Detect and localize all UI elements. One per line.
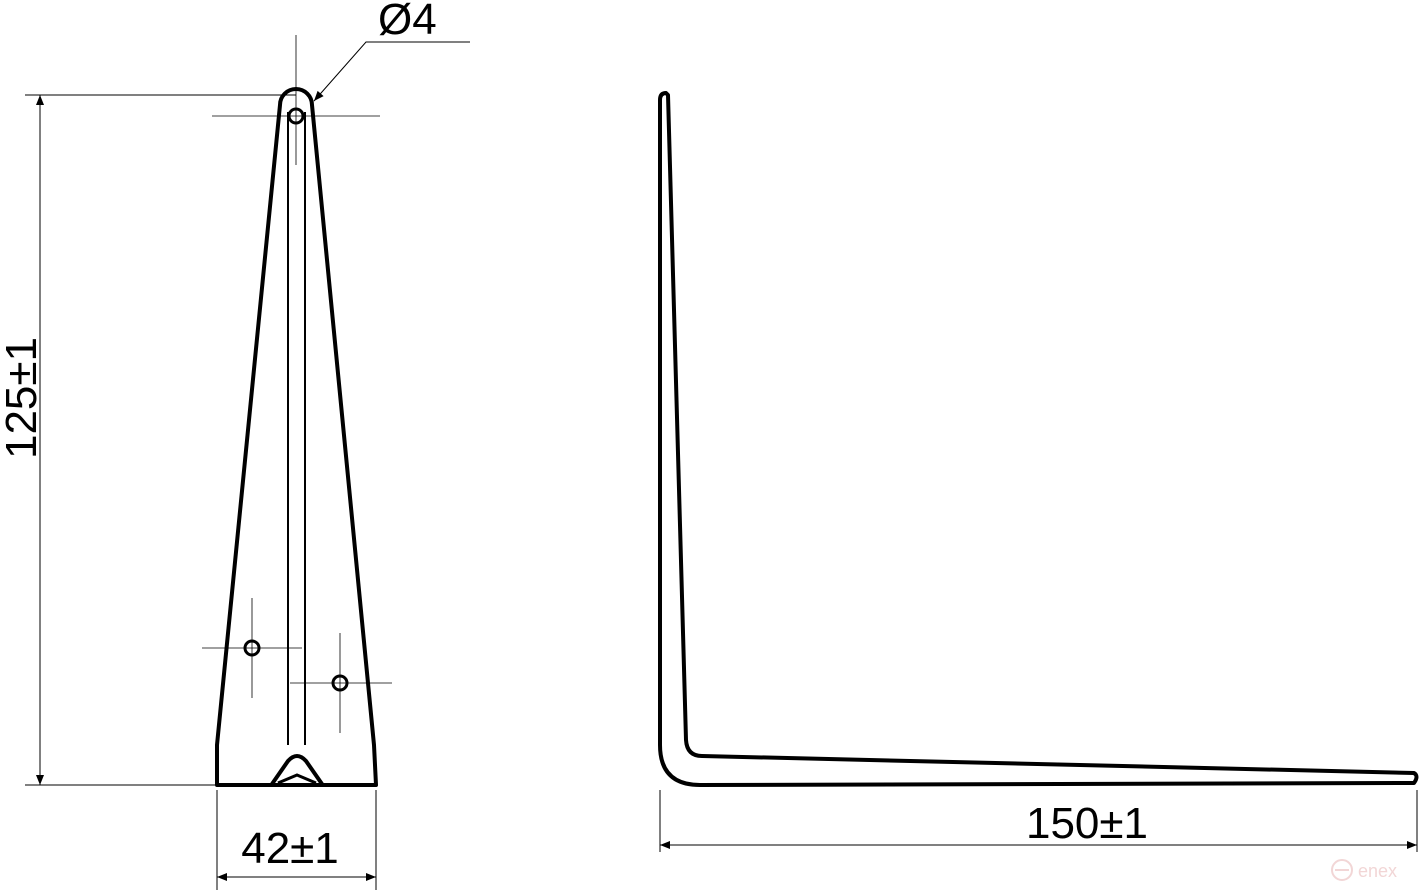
hole-diameter-label: Ø4	[378, 0, 437, 44]
height-dimension	[25, 94, 296, 786]
watermark-text: enex	[1358, 861, 1397, 881]
enex-watermark-logo: enex	[1331, 859, 1397, 881]
height-label: 125±1	[0, 337, 46, 459]
length-label: 150±1	[1026, 799, 1148, 848]
stiffening-rib	[270, 754, 324, 786]
l-profile-outline	[658, 91, 1419, 787]
stiffening-rib-inner	[277, 773, 317, 785]
side-view	[658, 91, 1419, 852]
width-label: 42±1	[241, 824, 339, 873]
front-view	[25, 35, 470, 890]
hole-leader	[313, 41, 470, 102]
center-lines	[202, 35, 392, 733]
bracket-outline	[215, 87, 378, 787]
width-dimension	[216, 790, 377, 890]
length-dimension	[659, 790, 1418, 852]
